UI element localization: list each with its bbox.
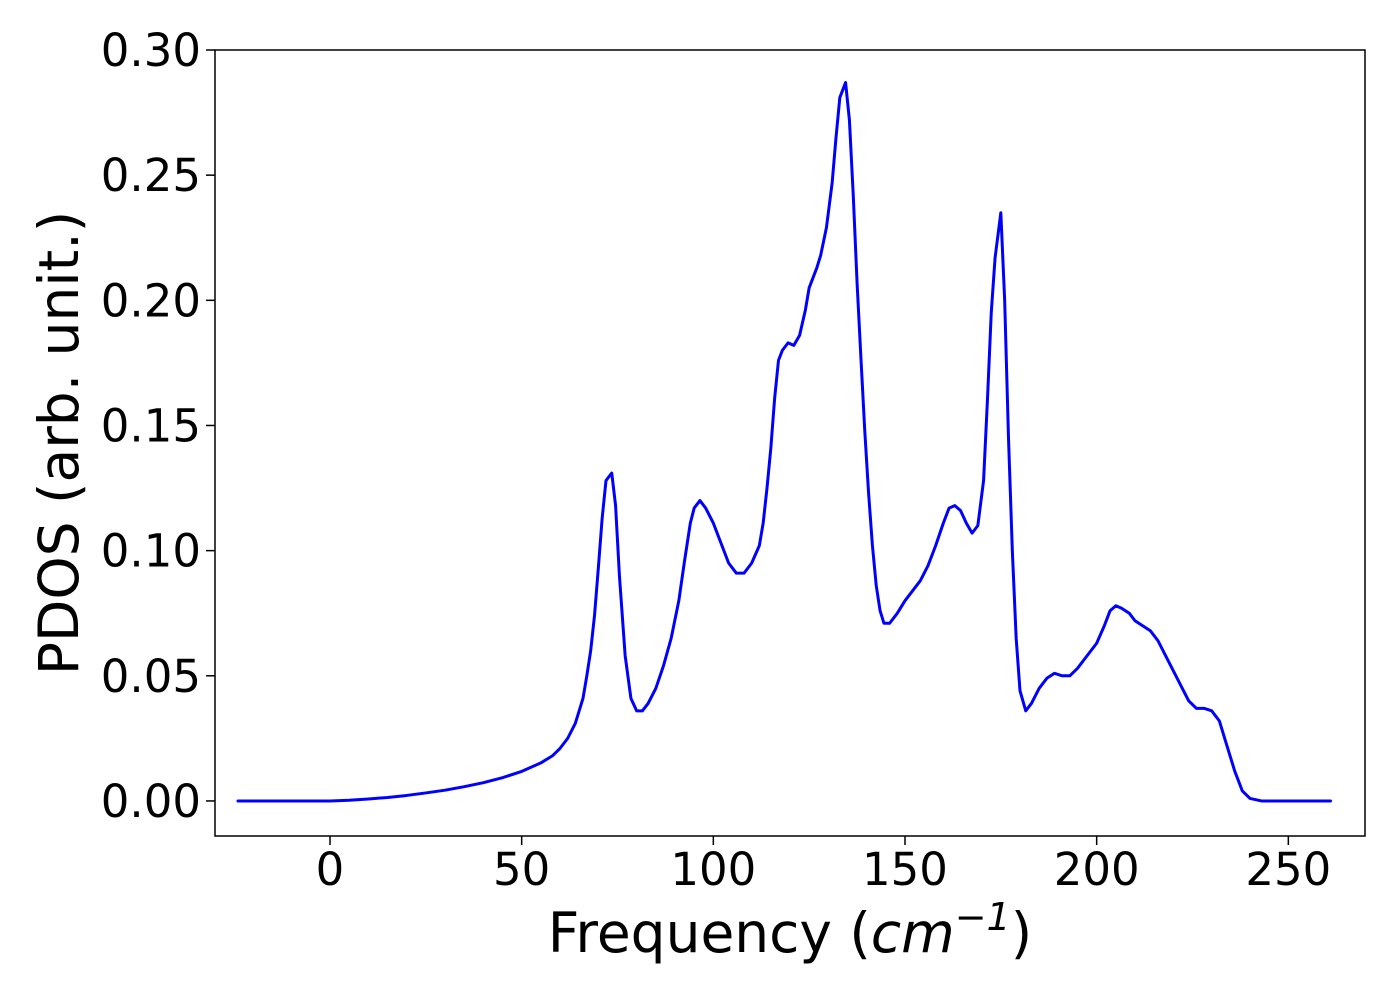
y-tick-label: 0.25	[101, 149, 201, 202]
x-axis-label-suffix: )	[1011, 901, 1032, 965]
plot-area	[236, 81, 1332, 803]
plot-frame	[214, 49, 1366, 837]
x-tick-label: 50	[493, 843, 550, 896]
x-tick-label: 150	[862, 843, 948, 896]
y-axis: 0.00 0.05 0.10 0.15 0.20 0.25 0.30	[101, 24, 215, 828]
y-tick-label: 0.00	[101, 775, 201, 828]
y-tick-label: 0.05	[101, 650, 201, 703]
x-tick-label: 100	[670, 843, 756, 896]
x-axis-label-unit-exponent: −1	[955, 895, 1011, 939]
x-axis: 0 50 100 150 200 250	[316, 836, 1331, 896]
x-tick-label: 250	[1245, 843, 1331, 896]
y-tick-label: 0.10	[101, 525, 201, 578]
pdos-series-line	[236, 81, 1332, 803]
y-tick-label: 0.20	[101, 274, 201, 327]
y-axis-label: PDOS (arb. unit.)	[27, 211, 91, 675]
x-axis-label-prefix: Frequency (	[548, 901, 871, 965]
y-tick-label: 0.15	[101, 399, 201, 452]
x-axis-label-unit: cm	[871, 901, 955, 965]
x-axis-label: Frequency (cm−1)	[548, 895, 1032, 965]
x-tick-label: 200	[1054, 843, 1140, 896]
x-tick-label: 0	[316, 843, 345, 896]
y-tick-label: 0.30	[101, 24, 201, 77]
